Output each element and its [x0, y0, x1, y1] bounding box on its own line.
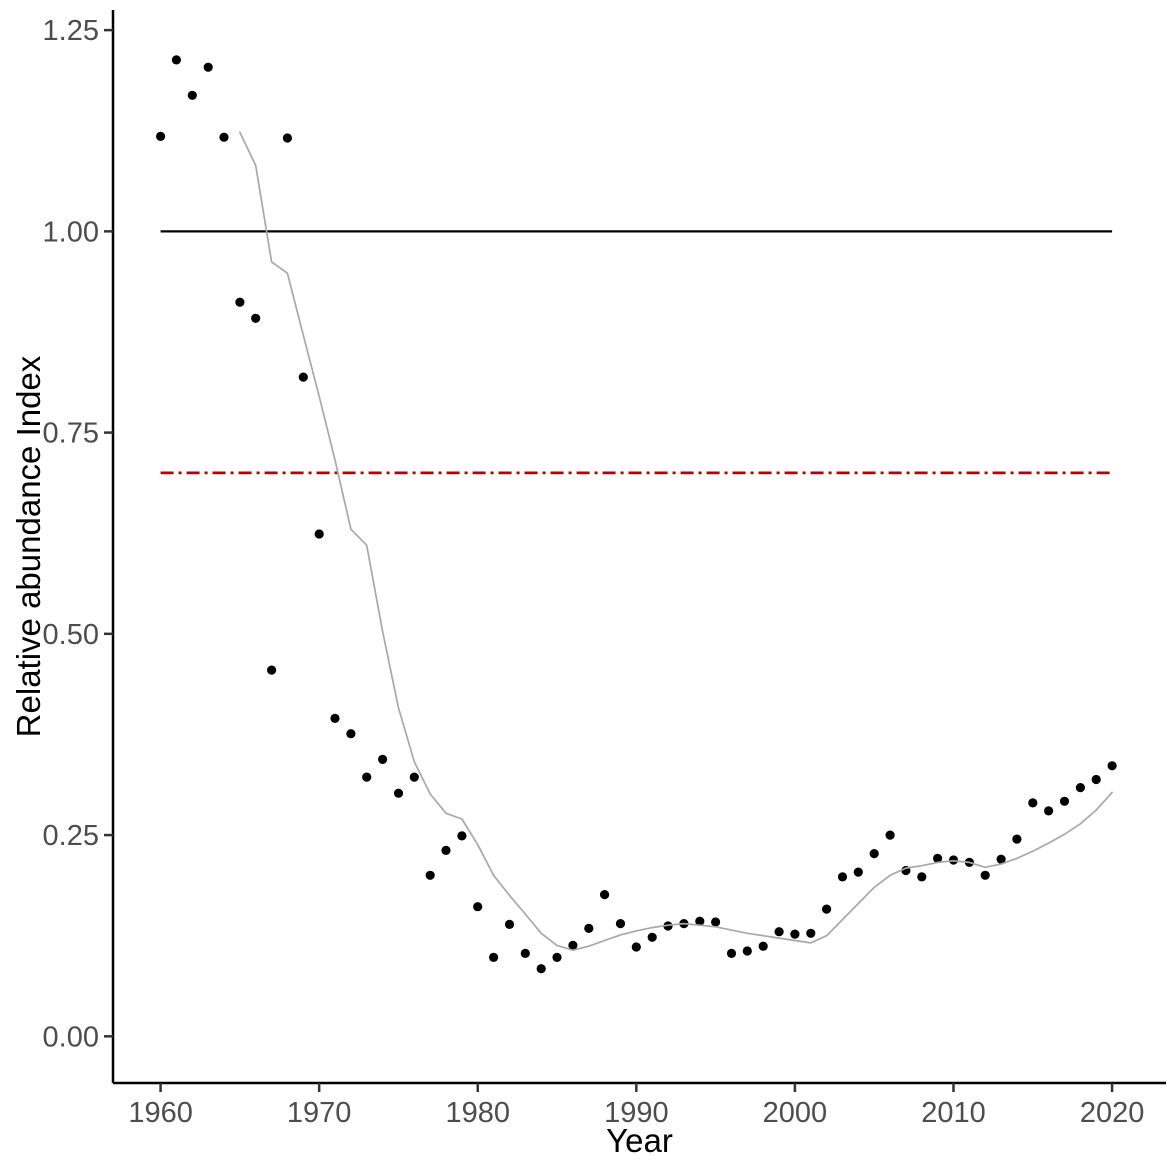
data-point [822, 904, 832, 914]
data-point [869, 849, 879, 859]
data-point [1059, 796, 1070, 806]
data-point [726, 948, 737, 959]
data-point [457, 831, 467, 841]
data-point [742, 946, 752, 956]
data-point [235, 297, 245, 307]
data-point [933, 853, 943, 864]
data-point [980, 870, 990, 880]
data-point [203, 62, 213, 72]
annual-relative-abundance-points [156, 55, 1117, 974]
data-point [473, 902, 483, 912]
data-point [393, 788, 404, 798]
data-point [774, 927, 784, 937]
x-tick-label: 2010 [921, 1097, 986, 1129]
x-tick-label: 2020 [1080, 1097, 1145, 1129]
data-point [917, 872, 927, 882]
y-tick-label: 0.00 [43, 1021, 99, 1053]
data-point [584, 923, 594, 934]
data-point [615, 919, 626, 929]
data-point [1091, 774, 1101, 785]
x-tick-label: 1960 [128, 1097, 193, 1129]
y-tick-label: 0.25 [43, 820, 99, 852]
data-point [330, 713, 340, 724]
data-point [219, 132, 229, 142]
data-point [790, 929, 800, 939]
data-point [647, 932, 657, 942]
data-point [314, 529, 324, 539]
data-point [631, 942, 641, 952]
data-point [378, 754, 388, 765]
data-point [600, 890, 610, 900]
data-point [346, 729, 356, 739]
data-point [504, 919, 515, 930]
data-point [425, 870, 435, 880]
data-point [695, 916, 705, 926]
y-tick-label: 1.25 [43, 15, 99, 47]
data-point [1044, 806, 1054, 816]
data-point [409, 772, 419, 782]
smoothed-trend-line [239, 131, 1113, 952]
data-point [1012, 834, 1022, 844]
x-tick-label: 1970 [287, 1097, 352, 1129]
x-tick-label: 1980 [445, 1097, 510, 1129]
y-tick-label: 1.00 [43, 216, 99, 248]
data-point [362, 772, 372, 782]
data-point [806, 928, 816, 938]
data-point [552, 952, 562, 963]
data-point [171, 55, 181, 65]
data-point [251, 313, 261, 323]
data-point [885, 830, 895, 840]
data-point [489, 952, 499, 963]
data-point [187, 90, 197, 100]
data-point [853, 867, 863, 877]
y-tick-label: 0.75 [43, 418, 99, 450]
data-point [1107, 761, 1117, 771]
data-point [441, 845, 451, 856]
y-tick-label: 0.50 [43, 619, 99, 651]
data-point [996, 854, 1006, 864]
y-axis-title: Relative abundance Index [10, 355, 47, 737]
data-point [568, 940, 578, 951]
data-point [837, 872, 848, 882]
data-point [1028, 798, 1038, 808]
data-point [711, 917, 721, 927]
data-point [758, 941, 768, 951]
data-point [267, 665, 277, 675]
x-axis-title: Year [606, 1122, 673, 1159]
data-point [298, 372, 308, 382]
data-point [282, 133, 292, 143]
data-point [1075, 783, 1085, 793]
x-tick-label: 1990 [604, 1097, 669, 1129]
data-point [536, 964, 546, 974]
data-point [156, 131, 166, 141]
x-tick-label: 2000 [763, 1097, 828, 1129]
data-point [520, 948, 530, 959]
